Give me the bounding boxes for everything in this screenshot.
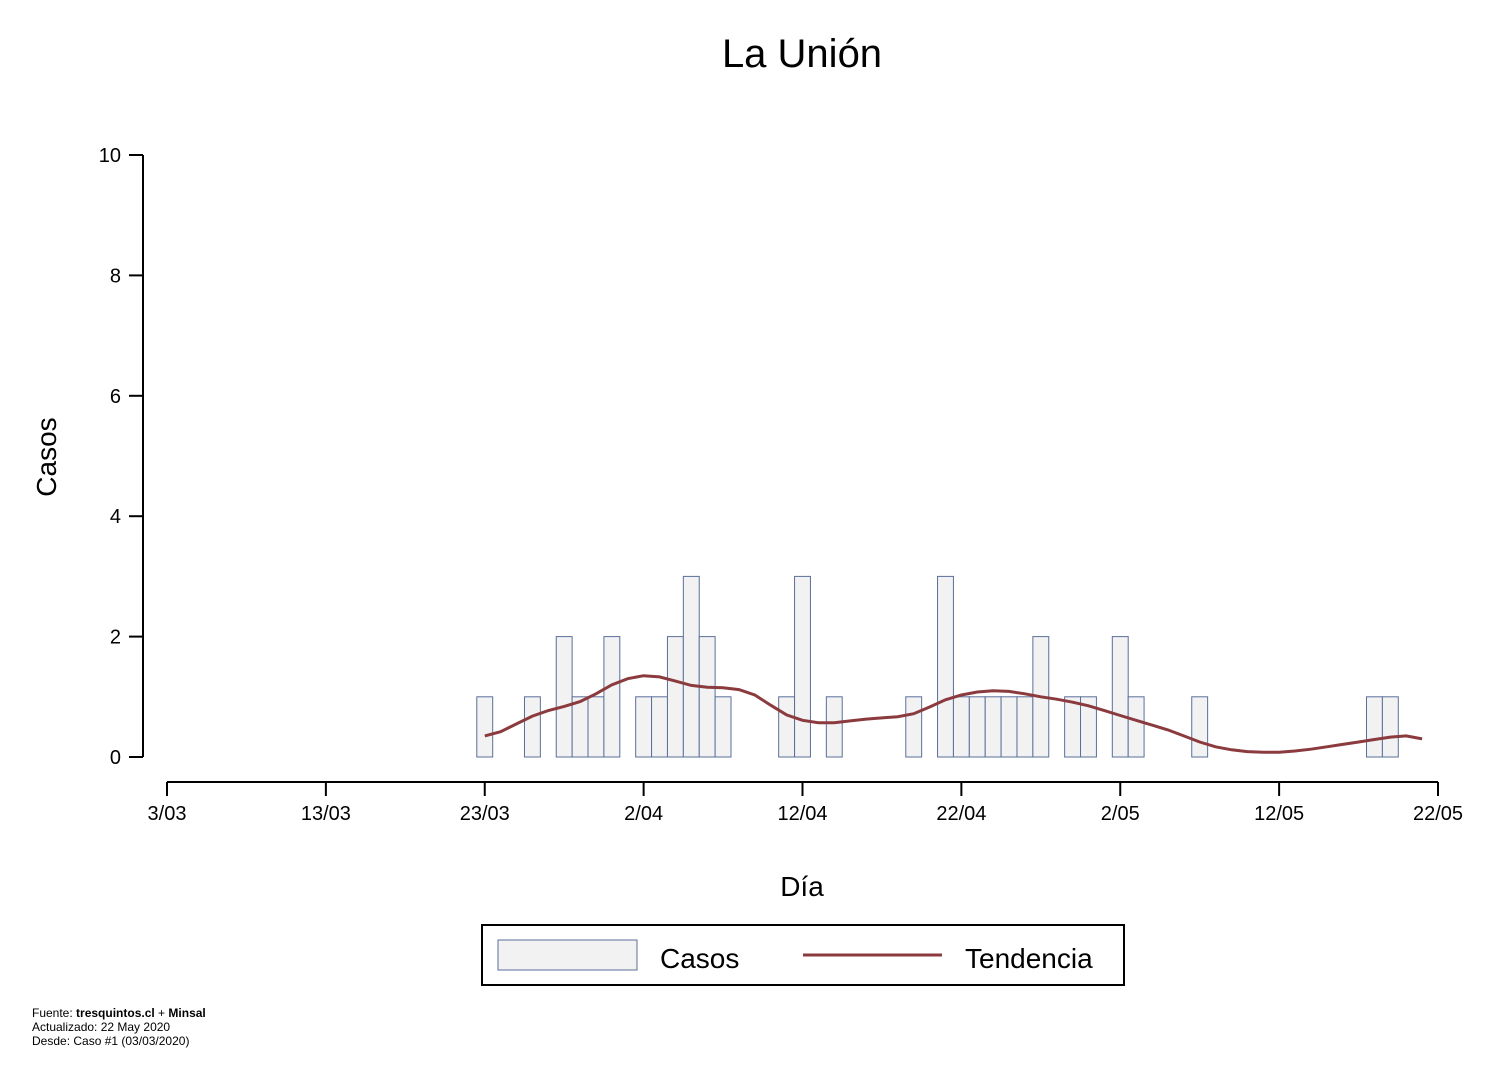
bar xyxy=(1381,696,1399,758)
bar xyxy=(952,696,970,758)
y-tick-label: 8 xyxy=(110,265,121,287)
footer-updated: Actualizado: 22 May 2020 xyxy=(32,1020,171,1034)
bar xyxy=(1000,696,1018,758)
bar xyxy=(1191,696,1209,758)
footer-source-site: tresquintos.cl xyxy=(76,1006,155,1020)
footer-source: Fuente: tresquintos.cl + Minsal xyxy=(32,1006,206,1020)
y-tick-label: 2 xyxy=(110,627,121,649)
y-axis-label: Casos xyxy=(31,417,62,496)
legend-swatch-casos xyxy=(497,939,638,971)
bar xyxy=(1080,696,1097,758)
x-tick-label: 12/05 xyxy=(1254,803,1304,825)
footer-source-join: + xyxy=(154,1006,169,1020)
bar xyxy=(1111,636,1129,758)
bar xyxy=(1127,696,1145,758)
y-tick-label: 0 xyxy=(110,747,121,769)
x-tick-label: 23/03 xyxy=(460,803,510,825)
bar xyxy=(937,575,954,758)
footer-source-org: Minsal xyxy=(168,1006,206,1020)
bar xyxy=(603,636,621,758)
bar xyxy=(1064,696,1082,758)
x-tick-label: 2/05 xyxy=(1101,803,1140,825)
y-tick-label: 10 xyxy=(99,145,121,167)
y-axis: 0 2 4 6 8 10 xyxy=(99,145,144,769)
bar-series-casos xyxy=(476,575,1399,758)
footer-source-prefix: Fuente: xyxy=(32,1006,77,1020)
bar xyxy=(571,696,589,758)
bar xyxy=(905,696,923,758)
bar xyxy=(476,696,494,758)
y-tick-label: 4 xyxy=(110,506,121,528)
bar xyxy=(825,696,843,758)
x-tick-label: 13/03 xyxy=(301,803,351,825)
y-tick-label: 6 xyxy=(110,386,121,408)
chart-title: La Unión xyxy=(722,32,882,76)
bar xyxy=(1016,696,1034,758)
bar xyxy=(682,575,700,758)
x-tick-label: 22/05 xyxy=(1413,803,1463,825)
trend-line-tendencia xyxy=(484,674,1423,754)
x-tick-label: 12/04 xyxy=(777,803,827,825)
x-axis: 3/03 13/03 23/03 2/04 12/04 22/04 2/05 12/05 22/… xyxy=(148,781,1463,825)
bar xyxy=(714,696,732,758)
bar xyxy=(968,696,986,758)
x-tick-label: 22/04 xyxy=(936,803,986,825)
bar xyxy=(698,636,716,758)
bar xyxy=(587,696,605,758)
bar xyxy=(794,575,811,758)
bar xyxy=(666,636,684,758)
bar xyxy=(635,696,653,758)
bar xyxy=(555,636,573,758)
bar xyxy=(523,696,541,758)
legend-label-tendencia: Tendencia xyxy=(965,943,1093,974)
bar xyxy=(1366,696,1383,758)
bar xyxy=(778,696,796,758)
x-tick-label: 2/04 xyxy=(624,803,663,825)
x-tick-label: 3/03 xyxy=(148,803,187,825)
legend: Casos Tendencia xyxy=(481,924,1125,986)
bar xyxy=(984,696,1002,758)
footer: Fuente: tresquintos.cl + Minsal Actualiz… xyxy=(32,1006,206,1048)
footer-since: Desde: Caso #1 (03/03/2020) xyxy=(32,1034,190,1048)
x-axis-label: Día xyxy=(780,871,824,902)
bar xyxy=(651,696,668,758)
legend-label-casos: Casos xyxy=(660,943,739,974)
